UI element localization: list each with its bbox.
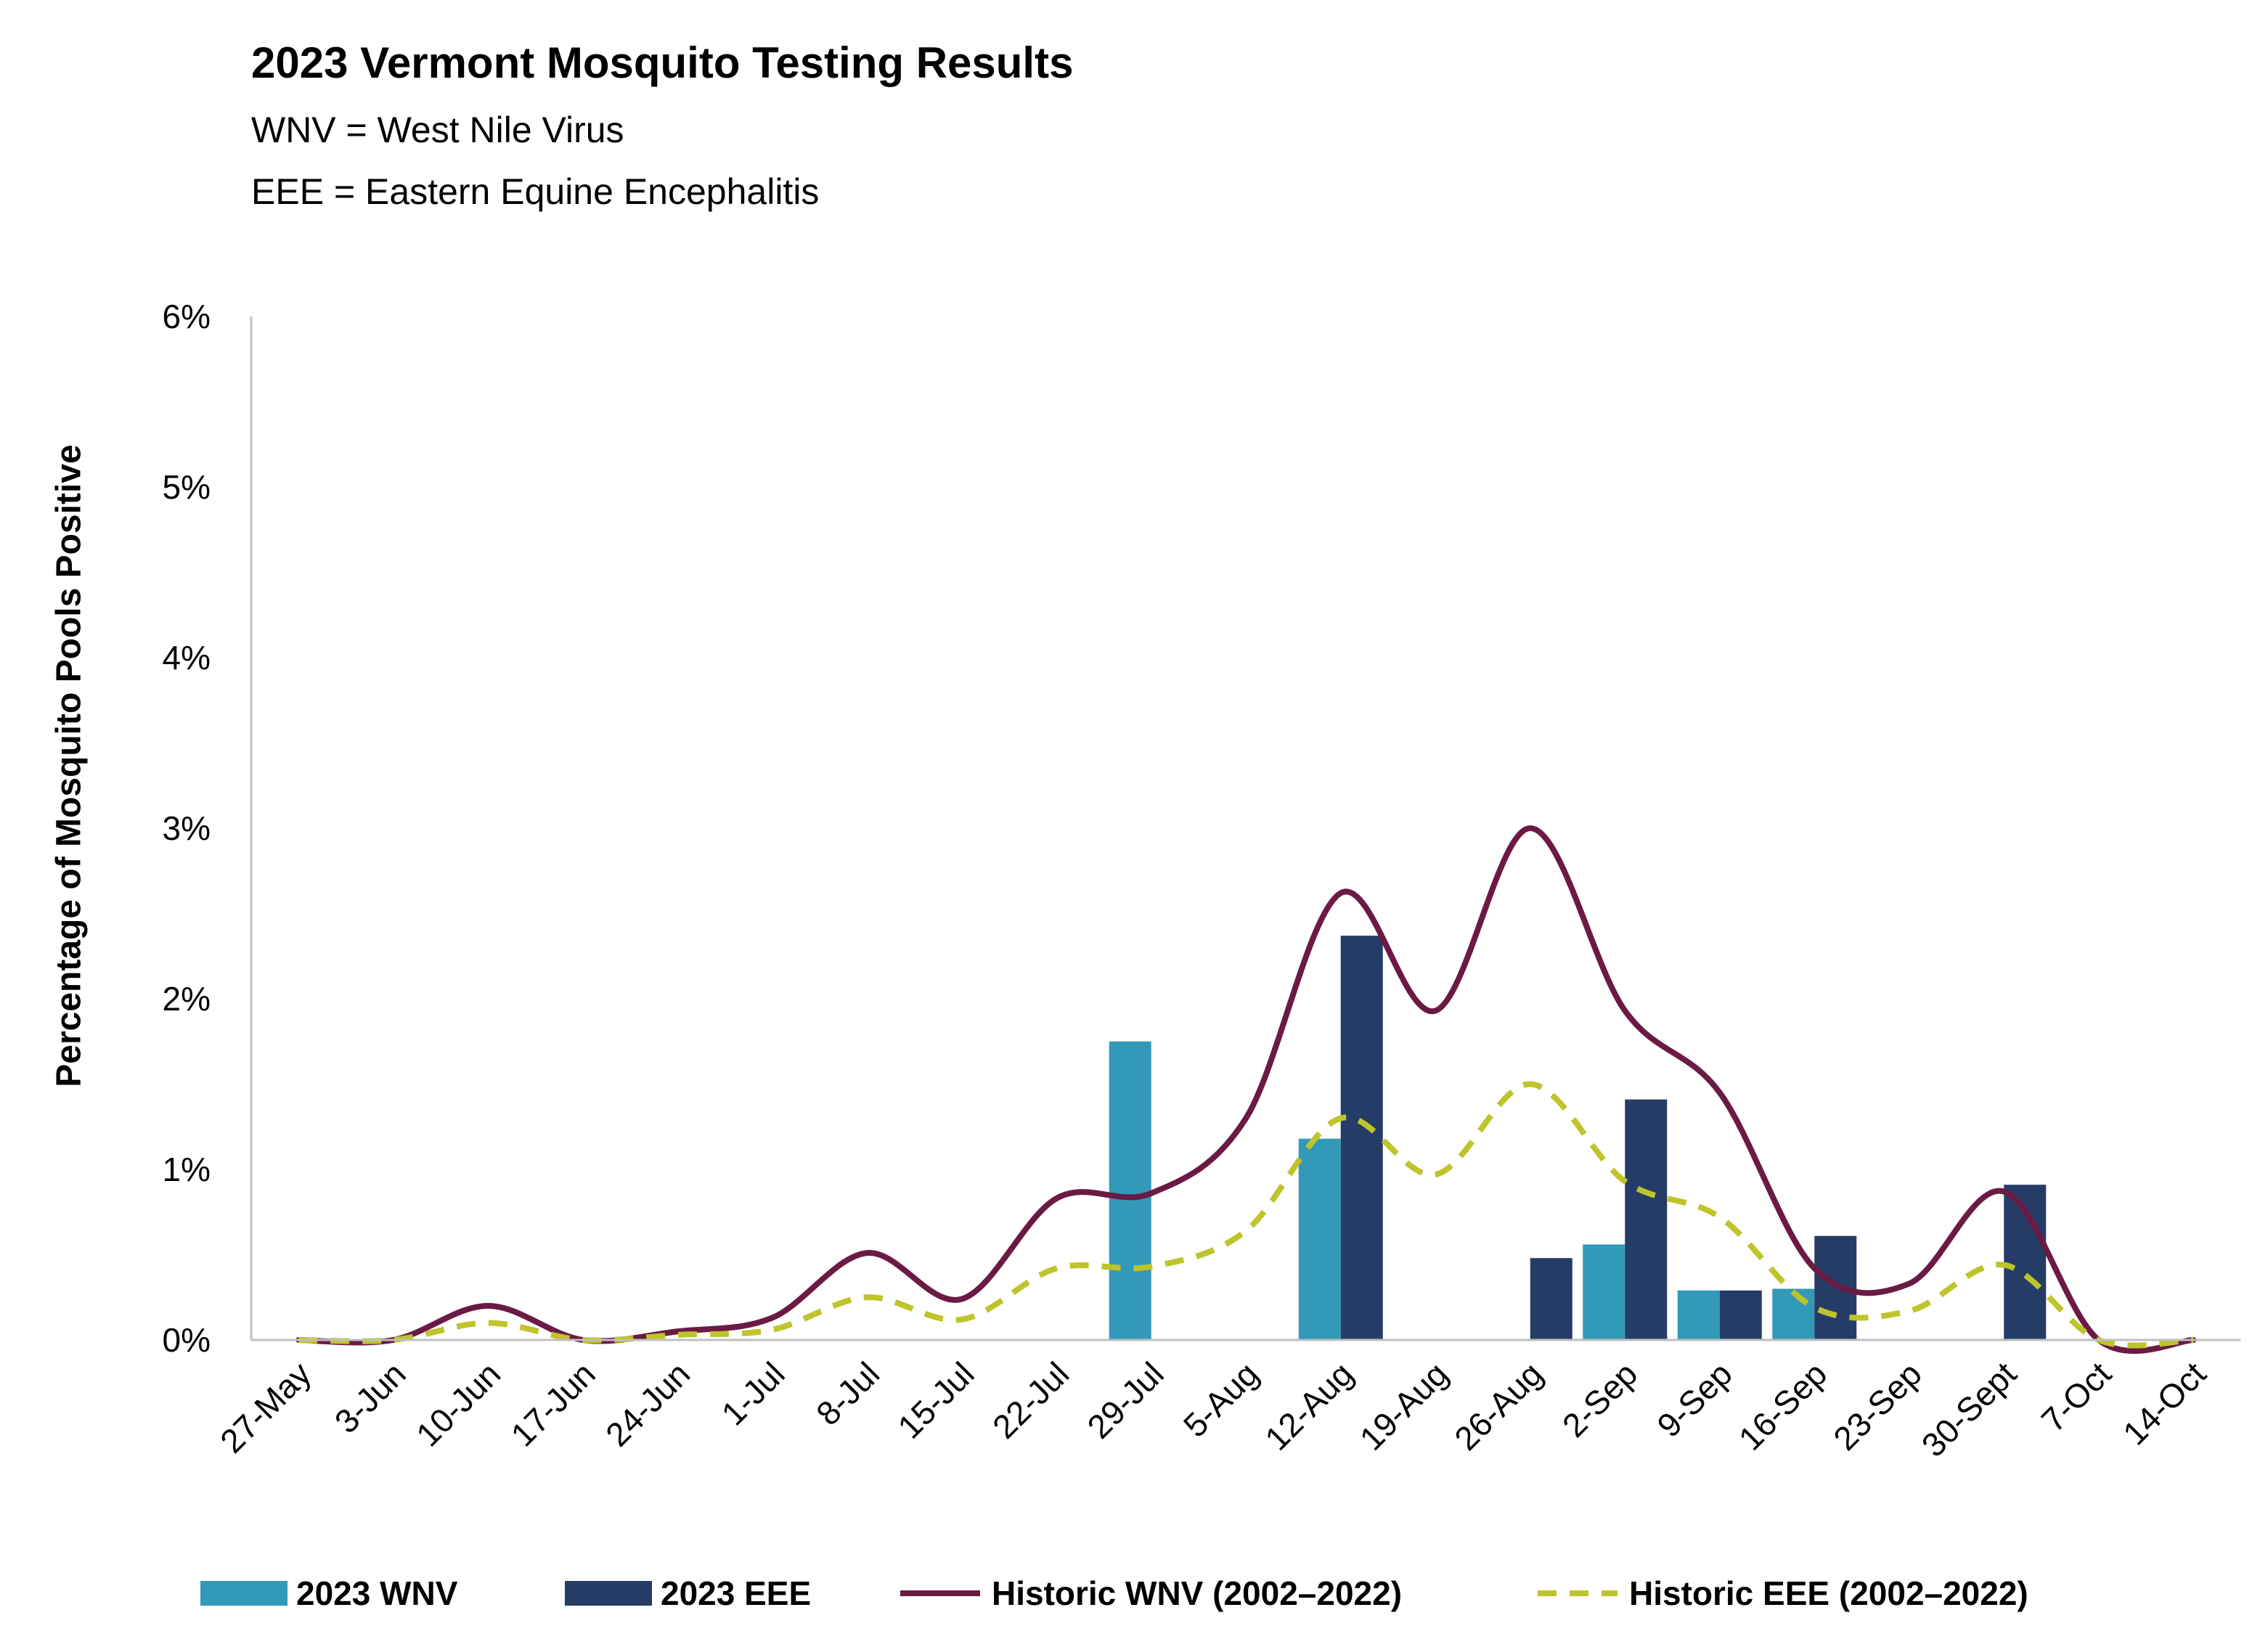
x-tick-label: 7-Oct <box>2034 1354 2118 1439</box>
legend-swatch <box>565 1581 652 1606</box>
bar-2023-eee <box>1720 1291 1762 1340</box>
y-tick-label: 4% <box>163 639 211 677</box>
legend-swatch <box>200 1581 287 1606</box>
y-tick-label: 0% <box>163 1321 211 1359</box>
x-tick-label: 26-Aug <box>1447 1354 1550 1458</box>
legend-label: 2023 EEE <box>661 1574 811 1612</box>
bar-2023-wnv <box>1583 1244 1625 1340</box>
y-axis: 0% 1% 2% 3% 4% 5% 6% <box>163 298 251 1359</box>
x-tick-label: 30-Sept <box>1914 1354 2024 1464</box>
x-tick-label: 10-Jun <box>409 1354 507 1453</box>
legend: 2023 WNV 2023 EEE Historic WNV (2002–2022)… <box>200 1574 2028 1612</box>
x-tick-label: 29-Jul <box>1080 1354 1170 1445</box>
x-tick-label: 17-Jun <box>504 1354 603 1453</box>
y-tick-label: 1% <box>163 1151 211 1188</box>
y-tick-label: 2% <box>163 980 211 1018</box>
x-tick-label: 22-Jul <box>985 1354 1076 1445</box>
x-tick-label: 12-Aug <box>1257 1354 1361 1458</box>
bars <box>1109 936 2047 1340</box>
legend-label: Historic EEE (2002–2022) <box>1629 1574 2028 1612</box>
legend-label: Historic WNV (2002–2022) <box>992 1574 1402 1612</box>
x-tick-label: 15-Jul <box>890 1354 981 1445</box>
bar-2023-eee <box>1530 1258 1572 1340</box>
bar-2023-wnv <box>1772 1289 1814 1341</box>
x-tick-label: 16-Sep <box>1731 1354 1835 1458</box>
x-tick-label: 23-Sep <box>1826 1354 1929 1458</box>
bar-2023-eee <box>1625 1100 1667 1340</box>
x-tick-label: 1-Jul <box>714 1354 792 1432</box>
x-tick-label: 9-Sep <box>1649 1354 1739 1444</box>
x-tick-label: 27-May <box>213 1354 318 1460</box>
y-tick-label: 6% <box>163 298 211 335</box>
x-tick-label: 2-Sep <box>1555 1354 1645 1444</box>
x-tick-label: 8-Jul <box>809 1354 886 1432</box>
x-tick-label: 24-Jun <box>598 1354 697 1453</box>
x-tick-label: 19-Aug <box>1353 1354 1456 1458</box>
y-tick-label: 5% <box>163 468 211 506</box>
lines <box>298 828 2193 1351</box>
x-tick-label: 14-Oct <box>2116 1354 2214 1452</box>
bar-2023-wnv <box>1109 1042 1151 1340</box>
y-tick-label: 3% <box>163 809 211 847</box>
bar-2023-wnv <box>1299 1139 1341 1340</box>
legend-label: 2023 WNV <box>296 1574 458 1612</box>
bar-2023-wnv <box>1678 1291 1720 1340</box>
line-historic-wnv-2002-2022 <box>298 828 2193 1351</box>
bar-2023-eee <box>1341 936 1383 1340</box>
x-tick-label: 5-Aug <box>1176 1354 1266 1444</box>
x-tick-label: 3-Jun <box>327 1354 413 1440</box>
